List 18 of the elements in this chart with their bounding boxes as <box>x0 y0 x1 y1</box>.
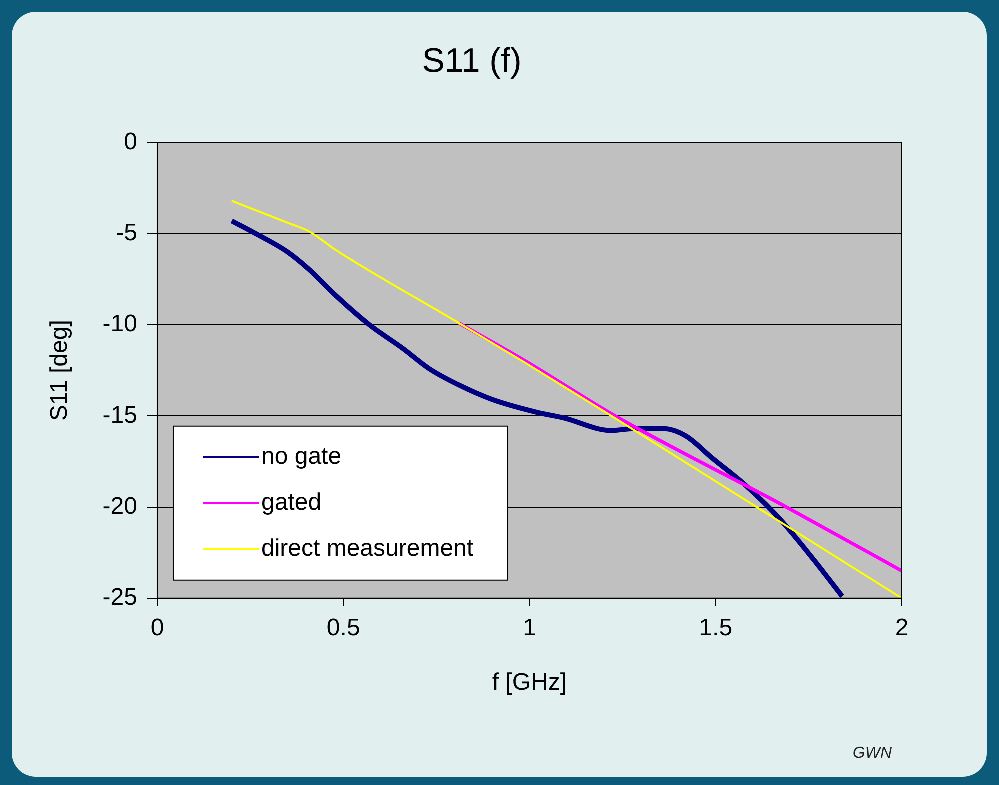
y-tick-label: -10 <box>102 310 138 338</box>
y-axis-title: S11 [deg] <box>46 320 74 422</box>
x-tick-label: 2 <box>895 614 909 642</box>
legend-label: gated <box>261 489 322 516</box>
legend-label: no gate <box>261 443 342 470</box>
text: GWN <box>852 745 892 763</box>
y-tick-label: -25 <box>102 584 138 612</box>
y-tick-label: -5 <box>116 220 138 247</box>
x-tick-label: 1 <box>523 614 536 642</box>
x-tick-label: 0 <box>150 614 164 642</box>
y-tick-label: -20 <box>102 492 138 520</box>
x-tick-label: 0.5 <box>326 614 360 642</box>
y-tick-label: -15 <box>102 402 138 429</box>
x-tick-label: 1.5 <box>699 614 733 642</box>
y-tick-label: 0 <box>124 128 138 156</box>
chart-title: S11 (f) <box>422 42 522 80</box>
x-axis-title: f [GHz] <box>492 669 568 696</box>
legend-label: direct measurement <box>261 535 474 562</box>
